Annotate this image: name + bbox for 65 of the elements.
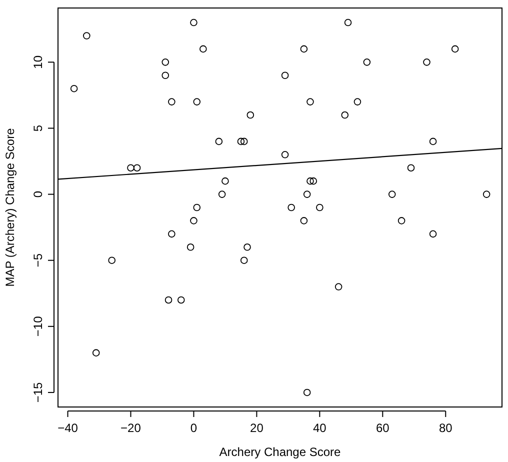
point — [281, 72, 289, 80]
point — [363, 58, 371, 66]
point — [218, 190, 226, 198]
point — [237, 138, 245, 146]
point — [190, 217, 198, 224]
point — [168, 230, 176, 238]
point — [300, 217, 308, 224]
point — [240, 138, 248, 146]
point — [388, 190, 396, 198]
point — [303, 388, 311, 396]
x-tick-label: 0 — [190, 421, 198, 435]
point — [429, 230, 437, 238]
point — [244, 243, 251, 251]
point — [186, 243, 194, 251]
point — [288, 204, 295, 212]
point — [482, 190, 490, 198]
x-tick-label: −40 — [58, 421, 78, 435]
y-tick-label: −5 — [31, 253, 45, 268]
point — [316, 204, 324, 212]
point — [193, 204, 201, 212]
point — [303, 190, 311, 198]
point — [162, 72, 170, 80]
point — [240, 256, 248, 264]
point — [341, 111, 349, 119]
point — [354, 98, 362, 106]
point — [133, 164, 141, 172]
y-tick-label: 10 — [31, 55, 45, 69]
point — [429, 138, 437, 146]
point — [92, 349, 100, 356]
x-tick-label: 40 — [312, 421, 327, 435]
point — [83, 32, 90, 40]
point — [344, 18, 352, 26]
point — [70, 84, 78, 92]
y-tick-label: 0 — [31, 190, 45, 198]
y-tick-label: −15 — [31, 382, 45, 403]
point — [168, 98, 176, 106]
point — [222, 177, 229, 185]
point — [200, 45, 207, 53]
point — [334, 283, 342, 290]
x-tick-label: 80 — [438, 421, 453, 435]
point — [164, 296, 172, 304]
point — [127, 164, 134, 172]
point — [162, 58, 170, 66]
point — [193, 98, 201, 106]
point — [246, 111, 254, 119]
point — [407, 164, 415, 172]
point — [300, 45, 308, 53]
x-tick-label: −20 — [120, 421, 142, 435]
x-axis-title: Archery Change Score — [219, 445, 342, 459]
point — [423, 58, 430, 66]
point — [451, 45, 459, 53]
point — [306, 98, 314, 106]
x-tick-label: 60 — [376, 421, 390, 435]
y-axis-title: MAP (Archery) Change Score — [3, 128, 17, 287]
y-tick-label: 5 — [31, 124, 45, 132]
y-tick-label: −10 — [31, 316, 45, 337]
point — [177, 296, 185, 304]
point — [281, 151, 289, 158]
point — [310, 177, 318, 185]
point — [398, 217, 406, 224]
x-tick-label: 20 — [250, 421, 264, 435]
point — [215, 138, 223, 146]
point — [108, 256, 116, 264]
point — [306, 177, 314, 185]
point — [190, 18, 198, 26]
